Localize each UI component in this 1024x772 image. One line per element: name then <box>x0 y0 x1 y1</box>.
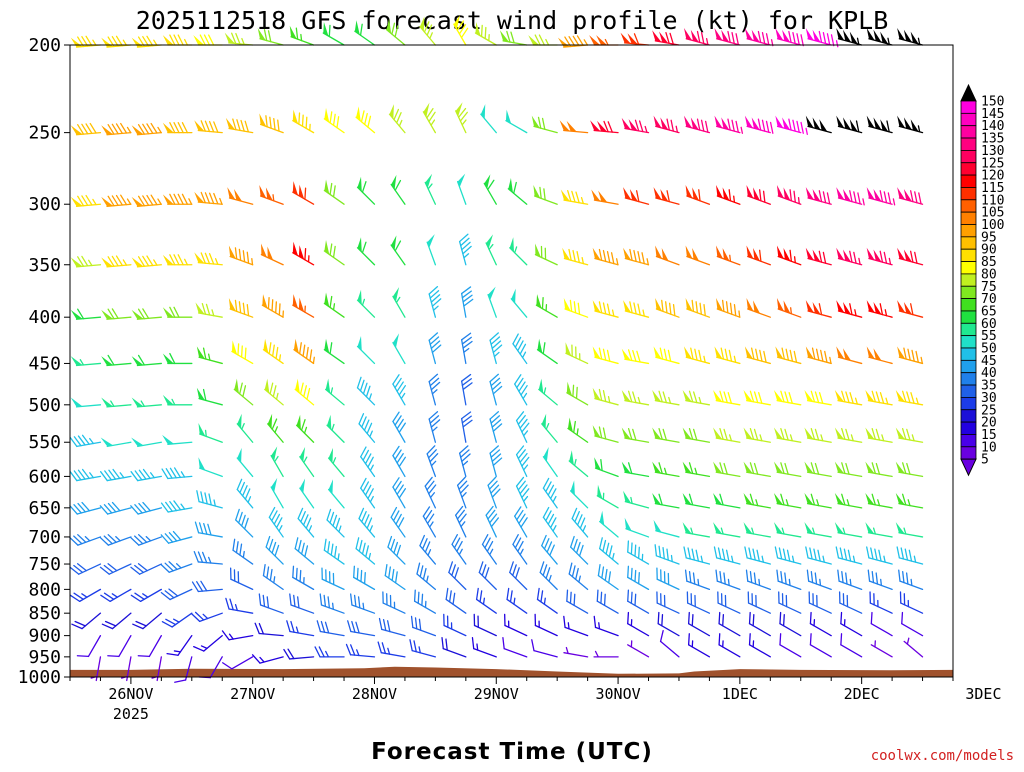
y-tick-label: 950 <box>28 647 61 668</box>
y-tick-label: 250 <box>28 123 61 144</box>
colorbar-segment <box>961 422 976 434</box>
y-tick-label: 900 <box>28 626 61 647</box>
x-tick-label: 3DEC <box>965 685 1001 703</box>
colorbar-segment <box>961 274 976 286</box>
colorbar-segment <box>961 150 976 162</box>
credit-text: coolwx.com/models <box>871 748 1014 764</box>
y-tick-label: 300 <box>28 194 61 215</box>
colorbar-segment <box>961 348 976 360</box>
colorbar-segment <box>961 447 976 459</box>
x-tick-label: 29NOV <box>474 685 519 703</box>
colorbar-segment <box>961 249 976 261</box>
colorbar-segment <box>961 163 976 175</box>
y-tick-label: 550 <box>28 432 61 453</box>
y-tick-label: 450 <box>28 353 61 374</box>
colorbar-segment <box>961 101 976 113</box>
y-tick-label: 1000 <box>18 667 61 688</box>
y-tick-label: 500 <box>28 395 61 416</box>
colorbar-segment <box>961 323 976 335</box>
y-tick-label: 600 <box>28 466 61 487</box>
x-tick-label: 27NOV <box>230 685 275 703</box>
x-tick-label: 26NOV <box>108 685 153 703</box>
colorbar-segment <box>961 410 976 422</box>
colorbar-segment <box>961 373 976 385</box>
colorbar-segment <box>961 113 976 125</box>
colorbar-segment <box>961 200 976 212</box>
y-tick-label: 850 <box>28 603 61 624</box>
colorbar-segment <box>961 311 976 323</box>
y-tick-label: 350 <box>28 255 61 276</box>
x-tick-label: 2DEC <box>844 685 880 703</box>
colorbar-segment <box>961 212 976 224</box>
colorbar-segment <box>961 237 976 249</box>
x-tick-sublabel: 2025 <box>113 705 149 723</box>
colorbar-segment <box>961 286 976 298</box>
colorbar-segment <box>961 397 976 409</box>
x-tick-label: 30NOV <box>595 685 640 703</box>
y-tick-label: 700 <box>28 527 61 548</box>
x-tick-label: 1DEC <box>722 685 758 703</box>
colorbar-segment <box>961 336 976 348</box>
colorbar-segment <box>961 360 976 372</box>
colorbar-segment <box>961 187 976 199</box>
y-tick-label: 200 <box>28 35 61 56</box>
x-tick-label: 28NOV <box>352 685 397 703</box>
y-tick-label: 400 <box>28 307 61 328</box>
y-tick-label: 800 <box>28 579 61 600</box>
colorbar-segment <box>961 126 976 138</box>
colorbar-segment <box>961 434 976 446</box>
colorbar-segment <box>961 385 976 397</box>
colorbar-segment <box>961 299 976 311</box>
y-tick-label: 650 <box>28 498 61 519</box>
y-tick-label: 750 <box>28 554 61 575</box>
chart-title: 2025112518 GFS forecast wind profile (kt… <box>136 6 889 35</box>
colorbar-label: 150 <box>981 95 1004 110</box>
x-axis-label: Forecast Time (UTC) <box>371 739 653 765</box>
colorbar-segment <box>961 262 976 274</box>
colorbar-segment <box>961 175 976 187</box>
colorbar-segment <box>961 138 976 150</box>
colorbar-segment <box>961 225 976 237</box>
